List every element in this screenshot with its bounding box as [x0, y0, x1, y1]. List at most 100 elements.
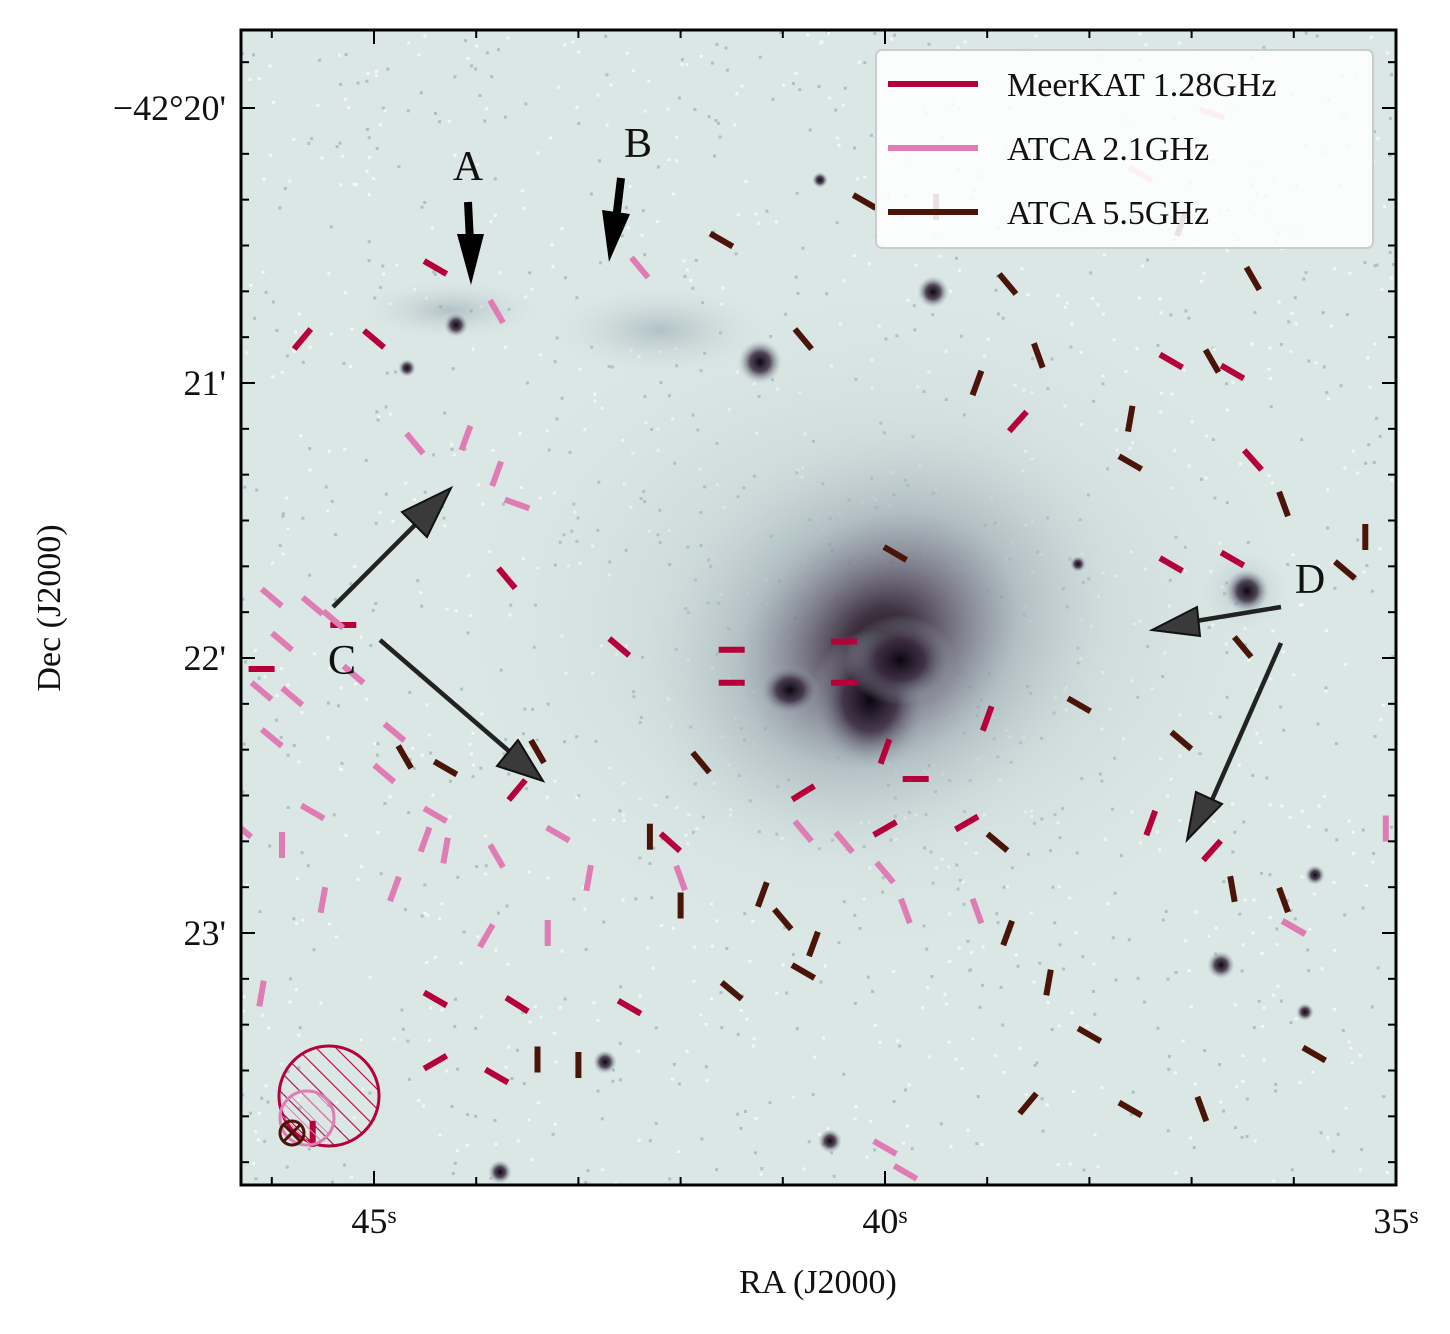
- noise-speck: [1267, 474, 1271, 477]
- noise-speck: [975, 1142, 979, 1146]
- noise-speck: [252, 1162, 256, 1166]
- noise-speck: [443, 411, 447, 415]
- noise-speck: [1245, 1097, 1249, 1101]
- noise-speck: [666, 107, 670, 111]
- noise-speck: [1351, 830, 1355, 834]
- noise-speck: [1057, 1024, 1061, 1028]
- noise-speck: [1260, 871, 1263, 875]
- noise-speck: [969, 950, 973, 954]
- noise-speck: [327, 666, 331, 670]
- noise-speck: [640, 233, 644, 237]
- noise-speck: [1207, 934, 1211, 938]
- noise-speck: [241, 1009, 245, 1013]
- noise-speck: [819, 41, 823, 45]
- noise-speck: [353, 564, 357, 568]
- noise-speck: [842, 1072, 846, 1076]
- noise-speck: [1360, 1148, 1364, 1152]
- noise-speck: [489, 220, 493, 224]
- noise-speck: [340, 768, 344, 772]
- noise-speck: [549, 136, 552, 140]
- noise-speck: [1100, 1086, 1104, 1090]
- noise-speck: [1219, 1100, 1223, 1104]
- noise-speck: [694, 258, 698, 262]
- noise-speck: [1168, 1054, 1171, 1058]
- noise-speck: [274, 718, 278, 722]
- noise-speck: [368, 975, 372, 979]
- noise-speck: [375, 410, 379, 414]
- noise-speck: [1240, 969, 1244, 973]
- polarization-vector: [20, 696, 33, 719]
- noise-speck: [1092, 962, 1096, 966]
- polarization-vector: [1241, 448, 1264, 472]
- noise-speck: [1127, 938, 1131, 942]
- polarization-vector: [362, 328, 386, 350]
- noise-speck: [758, 55, 762, 59]
- noise-speck: [462, 930, 466, 934]
- noise-speck: [1062, 967, 1066, 971]
- noise-speck: [442, 516, 446, 520]
- noise-speck: [720, 1026, 724, 1030]
- noise-speck: [286, 806, 290, 809]
- noise-speck: [1268, 346, 1272, 350]
- noise-speck: [1131, 1090, 1135, 1094]
- noise-speck: [1361, 906, 1365, 910]
- noise-speck: [1307, 359, 1311, 363]
- noise-speck: [592, 1001, 596, 1005]
- polarization-vector: [1301, 1044, 1328, 1064]
- polarization-vector: [487, 843, 506, 869]
- x-tick-labels: 3h55m55s50s45s40s35s: [351, 1201, 1418, 1241]
- noise-speck: [423, 883, 427, 887]
- noise-speck: [1388, 116, 1392, 120]
- noise-speck: [438, 917, 442, 921]
- noise-speck: [327, 272, 331, 276]
- noise-speck: [420, 753, 424, 757]
- noise-speck: [796, 291, 800, 295]
- legend-label-atca-2-1ghz: ATCA 2.1GHz: [1007, 131, 1209, 168]
- noise-speck: [498, 271, 502, 275]
- noise-speck: [438, 1133, 442, 1137]
- noise-speck: [1319, 1131, 1323, 1135]
- noise-speck: [493, 177, 497, 181]
- noise-speck: [685, 268, 689, 272]
- noise-speck: [1252, 1026, 1256, 1029]
- noise-speck: [300, 710, 304, 714]
- callout-C: [331, 485, 546, 783]
- noise-speck: [1265, 776, 1269, 780]
- noise-speck: [375, 147, 379, 150]
- noise-speck: [672, 192, 676, 196]
- noise-speck: [947, 1040, 951, 1044]
- noise-speck: [1329, 324, 1333, 328]
- noise-speck: [1241, 943, 1245, 947]
- noise-speck: [536, 1101, 540, 1105]
- noise-speck: [1274, 1089, 1278, 1093]
- noise-speck: [440, 1008, 444, 1012]
- noise-speck: [1231, 850, 1235, 854]
- noise-speck: [484, 864, 488, 868]
- noise-speck: [741, 994, 745, 998]
- noise-speck: [285, 1165, 289, 1169]
- noise-speck: [1251, 931, 1255, 935]
- noise-speck: [1351, 449, 1355, 453]
- noise-speck: [744, 1110, 747, 1113]
- noise-speck: [475, 44, 479, 48]
- series-atca-2-1ghz: [241, 106, 1389, 1182]
- noise-speck: [475, 163, 479, 167]
- noise-speck: [493, 1119, 497, 1122]
- polarization-vector: [1232, 635, 1254, 659]
- noise-speck: [1056, 1163, 1060, 1166]
- noise-speck: [258, 910, 262, 914]
- noise-speck: [994, 288, 998, 292]
- noise-speck: [432, 453, 436, 457]
- noise-speck: [837, 143, 841, 147]
- star: [1296, 1003, 1314, 1021]
- polarization-vector: [138, 338, 161, 351]
- noise-speck: [1194, 1082, 1197, 1086]
- noise-speck: [527, 1118, 531, 1122]
- noise-speck: [614, 1181, 617, 1185]
- noise-speck: [719, 991, 723, 995]
- star: [738, 340, 782, 384]
- noise-speck: [257, 77, 261, 80]
- polarization-vector: [806, 930, 821, 958]
- noise-speck: [752, 1037, 756, 1041]
- noise-speck: [1024, 1093, 1028, 1097]
